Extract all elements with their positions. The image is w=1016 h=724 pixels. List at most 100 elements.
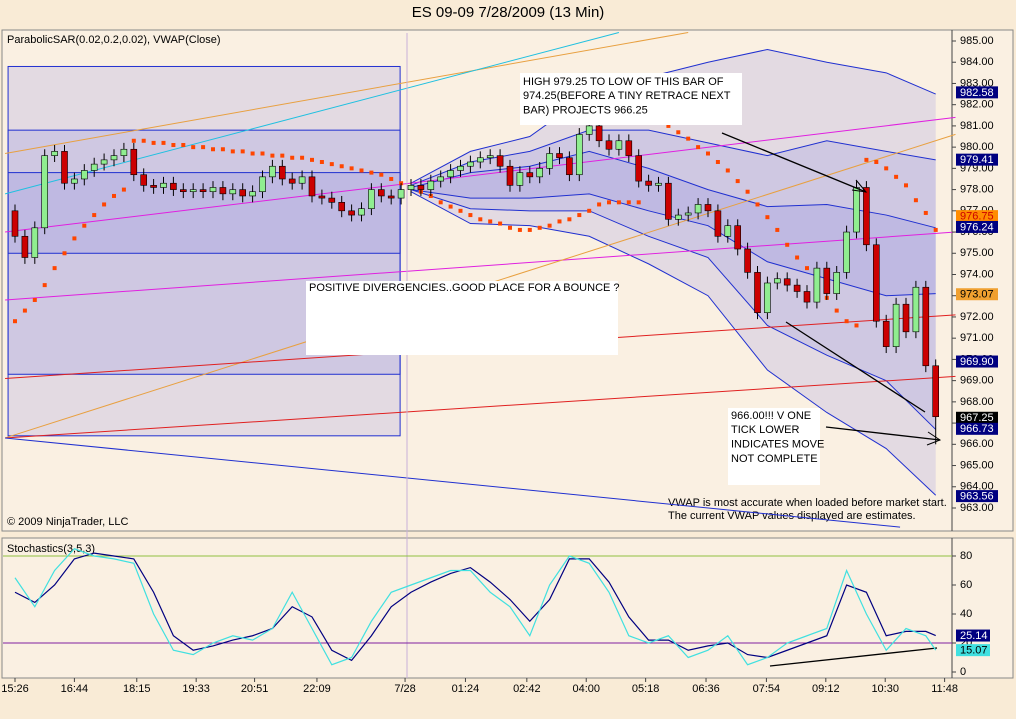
x-tick-label: 19:33 xyxy=(182,683,210,695)
candle-body xyxy=(853,187,860,233)
annotation-text: INDICATES MOVE xyxy=(731,439,824,451)
candle-body xyxy=(219,187,227,195)
candle-body xyxy=(199,189,207,193)
price-marker xyxy=(956,422,998,435)
sar-dot xyxy=(874,159,879,164)
y-tick-label: 982.00 xyxy=(960,99,994,111)
candle-body xyxy=(575,134,583,176)
candle-body xyxy=(833,272,841,294)
candle-body xyxy=(665,182,672,220)
annotation-arrow xyxy=(785,321,926,413)
candle-body xyxy=(269,165,276,178)
sar-dot xyxy=(389,176,394,181)
candle-body xyxy=(773,278,781,284)
candle-body xyxy=(506,165,514,186)
sar-dot xyxy=(715,159,720,164)
price-marker-label: 966.73 xyxy=(960,423,994,435)
sar-dot xyxy=(121,187,126,192)
candle-body xyxy=(259,176,266,193)
sar-dot xyxy=(508,225,512,230)
price-marker xyxy=(956,355,998,368)
candle-body xyxy=(902,303,910,333)
sar-dot xyxy=(349,166,354,171)
candle-body xyxy=(81,170,88,180)
sar-dot xyxy=(834,308,839,313)
stoch-marker-label: 25.14 xyxy=(960,630,988,642)
sar-dot xyxy=(260,151,265,156)
price-marker-label: 982.58 xyxy=(960,87,994,99)
candle-body xyxy=(803,291,811,303)
sar-dot xyxy=(894,174,899,179)
x-tick-label: 07:54 xyxy=(753,683,781,695)
candle-body xyxy=(71,178,78,184)
candle-body xyxy=(556,153,563,159)
y-tick-label: 981.00 xyxy=(960,120,994,132)
stoch-marker-label: 15.07 xyxy=(960,645,988,657)
sar-dot xyxy=(369,170,374,175)
candle-body xyxy=(140,174,147,186)
sar-dot xyxy=(923,210,928,215)
annotation-text: NOT COMPLETE xyxy=(731,453,818,465)
sar-dot xyxy=(300,155,305,160)
candle-body xyxy=(387,195,395,199)
stoch-panel xyxy=(1,537,1014,679)
x-tick-label: 09:12 xyxy=(812,683,840,695)
candle-body xyxy=(496,155,504,167)
candle-body xyxy=(536,168,544,178)
candle-body xyxy=(358,208,365,216)
price-marker xyxy=(956,288,998,301)
price-marker-label: 973.07 xyxy=(960,289,994,301)
sar-dot xyxy=(290,155,295,160)
sar-dot xyxy=(310,157,314,162)
candle-body xyxy=(516,172,524,186)
x-tick-label: 01:24 xyxy=(452,683,480,695)
stoch-marker xyxy=(956,644,990,657)
y-tick-label: 964.00 xyxy=(960,481,994,493)
sar-dot xyxy=(636,200,641,205)
y-tick-label: 0 xyxy=(960,666,966,678)
candle-body xyxy=(724,225,732,237)
trend-line xyxy=(5,116,956,233)
annotation-text: 966.00!!! V ONE xyxy=(731,410,811,422)
annotation-arrow xyxy=(769,647,938,667)
annotation-text: POSITIVE DIVERGENCIES..GOOD PLACE FOR A … xyxy=(309,282,620,294)
candle-body xyxy=(348,210,355,216)
y-tick-label: 974.00 xyxy=(960,268,994,280)
candle-body xyxy=(655,182,662,186)
x-tick-label: 22:09 xyxy=(303,683,331,695)
candle-body xyxy=(11,210,19,237)
annotation-text: BAR) PROJECTS 966.25 xyxy=(523,105,648,117)
sar-dot xyxy=(161,140,166,145)
sar-dot xyxy=(280,153,285,158)
candle-body xyxy=(467,161,474,167)
vwap-band xyxy=(411,151,936,296)
trend-line xyxy=(5,32,689,154)
candle-body xyxy=(882,320,890,347)
candle-body xyxy=(160,182,167,188)
price-marker xyxy=(956,153,998,166)
candle-body xyxy=(892,303,900,347)
sar-dot xyxy=(230,149,235,154)
sar-dot xyxy=(805,266,809,271)
candle-body xyxy=(209,187,217,193)
sar-dot xyxy=(884,166,889,171)
y-tick-label: 983.00 xyxy=(960,77,994,89)
sar-dot xyxy=(82,223,87,228)
candle-body xyxy=(417,185,425,190)
y-tick-label: 978.00 xyxy=(960,183,994,195)
candle-body xyxy=(714,210,722,237)
candle-body xyxy=(823,267,831,294)
x-tick-label: 10:30 xyxy=(871,683,899,695)
price-marker-label: 969.90 xyxy=(960,356,994,368)
sar-dot xyxy=(785,242,790,247)
annotation-arrow xyxy=(721,132,867,193)
sar-dot xyxy=(587,208,592,213)
candle-body xyxy=(684,212,692,216)
candle-body xyxy=(298,176,306,184)
sar-dot xyxy=(72,236,77,241)
candle-body xyxy=(595,125,603,142)
candle-body xyxy=(41,155,49,229)
candle-body xyxy=(764,282,771,314)
candle-body xyxy=(585,125,593,135)
candle-body xyxy=(635,155,643,182)
